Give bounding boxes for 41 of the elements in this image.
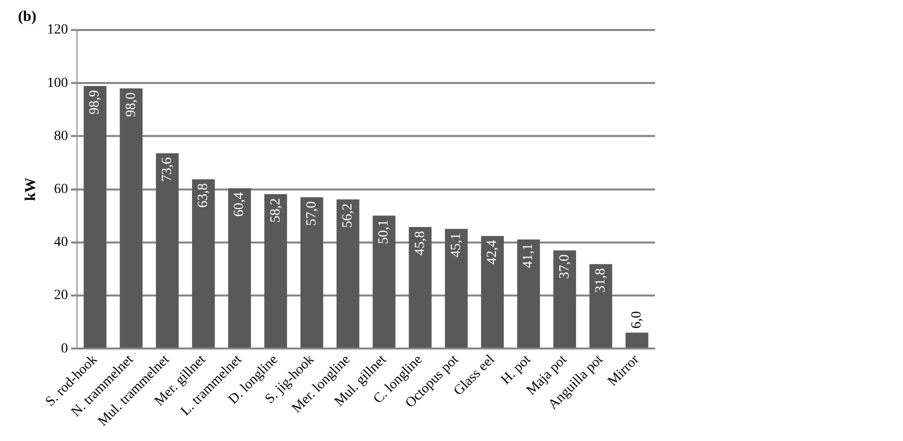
bar xyxy=(517,239,540,348)
bar xyxy=(481,236,504,348)
y-tick-label: 40 xyxy=(54,235,68,250)
bar xyxy=(264,194,288,348)
y-tick-label: 120 xyxy=(47,22,68,38)
data-label: 73,6 xyxy=(160,157,175,182)
data-label: 50,1 xyxy=(376,220,392,244)
data-label: 63,8 xyxy=(196,183,212,208)
bar xyxy=(228,188,251,348)
y-tick-label: 80 xyxy=(54,128,68,144)
bar xyxy=(553,250,576,348)
bar xyxy=(372,216,396,348)
data-label: 45,1 xyxy=(448,232,464,258)
bar xyxy=(120,88,143,348)
bar xyxy=(192,179,215,348)
data-label: 6,0 xyxy=(630,311,645,329)
bar xyxy=(300,197,324,348)
bar xyxy=(408,226,432,348)
y-tick-label: 0 xyxy=(61,341,68,356)
data-label: 56,2 xyxy=(340,203,356,228)
data-label: 98,9 xyxy=(88,90,103,115)
data-label: 45,8 xyxy=(412,230,428,256)
data-label: 37,0 xyxy=(557,254,572,279)
bar xyxy=(84,86,106,348)
data-label: 98,0 xyxy=(124,92,139,117)
data-label: 60,4 xyxy=(232,192,248,217)
data-label: 41,1 xyxy=(521,243,536,268)
data-label: 57,0 xyxy=(304,201,320,226)
data-label: 42,4 xyxy=(485,240,500,265)
bar xyxy=(336,199,360,348)
data-label: 58,2 xyxy=(268,198,284,223)
bar xyxy=(156,153,179,348)
bar xyxy=(626,332,648,348)
y-tick-label: 60 xyxy=(54,182,68,197)
data-label: 31,8 xyxy=(593,268,608,293)
bar xyxy=(444,228,468,348)
y-tick-label: 20 xyxy=(54,288,68,304)
chart-title: (b) xyxy=(18,8,36,25)
bar xyxy=(589,264,612,348)
y-tick-label: 100 xyxy=(47,76,68,91)
y-axis-title: kW xyxy=(22,178,39,201)
